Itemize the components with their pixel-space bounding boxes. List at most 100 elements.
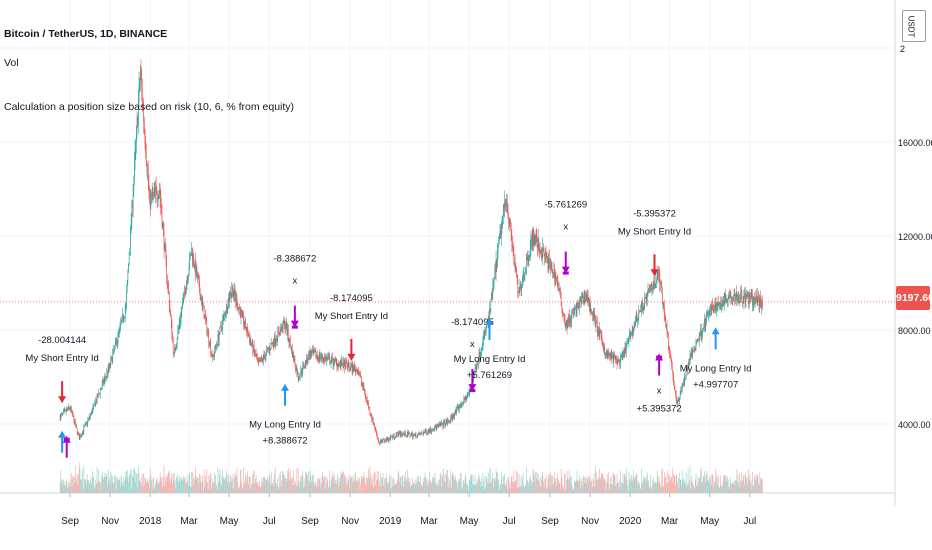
candle-body bbox=[79, 436, 81, 440]
volume-bar bbox=[234, 472, 236, 493]
candle-body bbox=[113, 348, 114, 354]
volume-bar bbox=[120, 486, 122, 493]
candle-body bbox=[627, 341, 629, 343]
candle-body bbox=[611, 354, 613, 360]
volume-bar bbox=[119, 479, 120, 493]
volume-bar bbox=[137, 487, 139, 493]
candle-body bbox=[170, 316, 172, 322]
candle-body bbox=[252, 341, 254, 353]
volume-bar bbox=[426, 486, 428, 493]
volume-bar bbox=[539, 483, 540, 493]
short-entry-arrow bbox=[58, 381, 67, 404]
volume-bar bbox=[255, 478, 256, 493]
volume-bar bbox=[539, 476, 541, 493]
volume-bar bbox=[616, 473, 618, 493]
volume-bar bbox=[535, 471, 536, 493]
candle-body bbox=[570, 319, 571, 323]
candle-body bbox=[341, 360, 342, 367]
candle-body bbox=[97, 395, 98, 398]
volume-bar bbox=[717, 484, 719, 493]
candle-body bbox=[739, 300, 741, 303]
volume-study-label[interactable]: Vol bbox=[4, 57, 19, 69]
candle-body bbox=[679, 397, 680, 401]
volume-bar bbox=[337, 486, 339, 493]
volume-bar bbox=[577, 479, 578, 493]
volume-bar bbox=[639, 489, 641, 493]
volume-bar bbox=[641, 484, 643, 493]
volume-bar bbox=[278, 474, 280, 493]
volume-bar bbox=[416, 483, 417, 493]
candle-body bbox=[470, 387, 471, 390]
candle-body bbox=[654, 284, 656, 288]
candle-body bbox=[465, 397, 467, 401]
candle-body bbox=[328, 356, 329, 358]
candle-body bbox=[76, 425, 77, 429]
volume-bar bbox=[645, 478, 646, 493]
volume-bar bbox=[559, 482, 561, 493]
position-size-study-label[interactable]: Calculation a position size based on ris… bbox=[4, 101, 295, 113]
volume-bar bbox=[390, 475, 392, 493]
volume-bar bbox=[689, 465, 691, 493]
candle-body bbox=[127, 272, 129, 282]
volume-bar bbox=[716, 474, 717, 493]
volume-bar bbox=[345, 477, 346, 493]
symbol-title[interactable]: Bitcoin / TetherUS, 1D, BINANCE bbox=[4, 28, 168, 40]
currency-button[interactable]: USDT bbox=[902, 10, 926, 42]
volume-bar bbox=[666, 470, 668, 493]
volume-bar bbox=[266, 480, 267, 493]
volume-bar bbox=[178, 480, 180, 493]
candle-body bbox=[641, 302, 642, 311]
volume-bar bbox=[296, 468, 298, 493]
candle-body bbox=[320, 358, 321, 359]
volume-bar bbox=[181, 477, 183, 493]
volume-bar bbox=[689, 480, 690, 493]
candle-body bbox=[430, 430, 432, 432]
candle-body bbox=[710, 307, 711, 311]
volume-bar bbox=[474, 476, 476, 493]
volume-bar bbox=[710, 474, 712, 493]
candle-body bbox=[362, 383, 363, 387]
candle-body bbox=[320, 357, 322, 359]
x-tick-label: 2019 bbox=[379, 516, 402, 527]
candle-body bbox=[303, 363, 305, 368]
candle-body bbox=[564, 320, 566, 326]
volume-bar bbox=[752, 485, 754, 493]
candle-body bbox=[129, 248, 131, 256]
volume-bar bbox=[624, 474, 626, 493]
volume-bar bbox=[315, 481, 317, 493]
candle-body bbox=[507, 203, 509, 217]
volume-bar bbox=[63, 481, 65, 493]
volume-bar bbox=[747, 477, 749, 493]
candle-body bbox=[669, 350, 670, 355]
volume-bar bbox=[166, 473, 168, 493]
candle-body bbox=[729, 295, 730, 298]
volume-bar bbox=[662, 486, 664, 493]
volume-bar bbox=[161, 477, 163, 493]
candle-body bbox=[241, 310, 242, 313]
volume-bar bbox=[286, 481, 287, 493]
candle-body bbox=[64, 410, 66, 411]
volume-bar bbox=[145, 478, 147, 493]
candle-body bbox=[322, 358, 324, 360]
volume-bar bbox=[174, 488, 176, 493]
x-tick-label: Jul bbox=[263, 516, 276, 527]
volume-bar bbox=[516, 471, 517, 493]
volume-bar bbox=[377, 479, 379, 493]
candle-body bbox=[433, 429, 435, 431]
candle-body bbox=[689, 354, 691, 364]
candle-body bbox=[647, 290, 649, 295]
candle-body bbox=[257, 358, 259, 361]
volume-bar bbox=[343, 476, 345, 493]
volume-bar bbox=[342, 473, 344, 493]
volume-bar bbox=[417, 481, 419, 493]
candle-body bbox=[679, 392, 681, 398]
volume-bar bbox=[554, 481, 556, 493]
volume-bar bbox=[440, 475, 442, 493]
volume-bar bbox=[188, 485, 189, 493]
candle-body bbox=[407, 432, 409, 435]
volume-bar bbox=[464, 473, 466, 493]
volume-bar bbox=[560, 469, 562, 493]
volume-bar bbox=[251, 484, 253, 493]
volume-bar bbox=[526, 467, 527, 493]
